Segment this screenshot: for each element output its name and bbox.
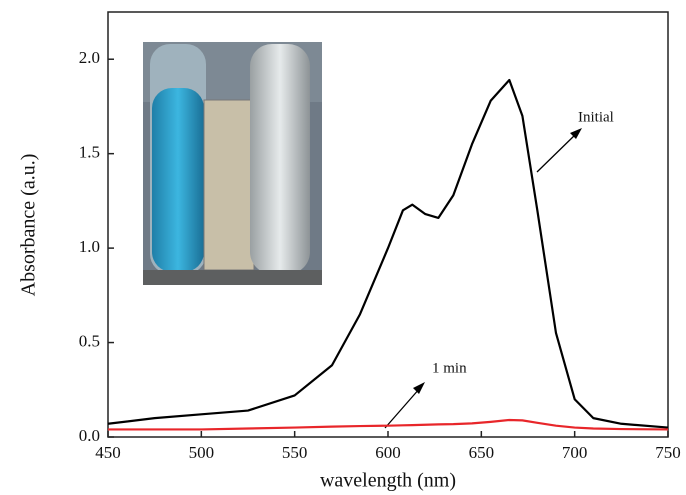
y-tick-label: 0.0 [79,426,100,445]
x-tick-label: 450 [95,443,121,462]
x-tick-label: 750 [655,443,681,462]
x-tick-label: 500 [189,443,215,462]
line [107,78,669,429]
arrowhead [413,382,425,394]
x-tick-label: 550 [282,443,308,462]
y-axis-label: Absorbance (a.u.) [18,154,40,297]
arrowhead [570,128,582,139]
y-tick-label: 1.0 [79,237,100,256]
annotation: Initial [578,109,614,125]
inset-photo [143,42,322,285]
line [108,418,669,431]
y-tick-label: 0.5 [79,331,100,350]
x-tick-label: 650 [469,443,495,462]
arrow [384,387,421,429]
arrow [536,132,578,173]
x-tick-label: 700 [562,443,588,462]
x-tick-label: 600 [375,443,401,462]
x-axis-label: wavelength (nm) [320,470,456,492]
y-tick-label: 1.5 [79,143,100,162]
y-tick-label: 2.0 [79,48,100,67]
annotation: 1 min [432,360,467,376]
